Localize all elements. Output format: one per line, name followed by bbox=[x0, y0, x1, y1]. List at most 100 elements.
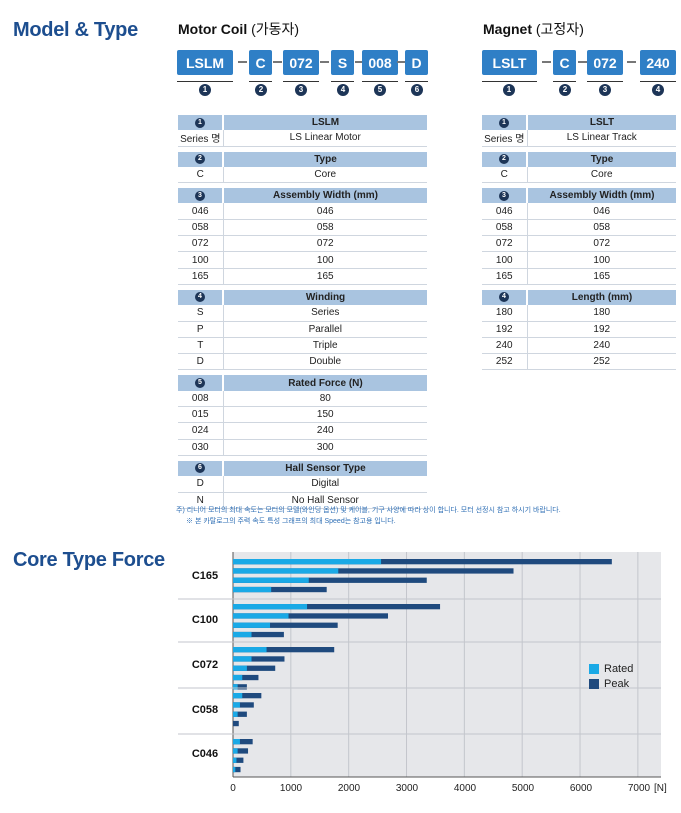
magnet-spec-table: 1 LSLT Series 명 LS Linear Track 2 Type C Core 3 A… bbox=[482, 115, 676, 371]
table-row: 008 80 bbox=[178, 390, 427, 408]
coil-header-row: 1 LSLM bbox=[178, 115, 427, 131]
code-cell: 046 bbox=[482, 203, 528, 220]
category-label-c100: C100 bbox=[191, 614, 219, 626]
code-cell: 030 bbox=[178, 439, 224, 456]
legend-peak-label: Peak bbox=[604, 677, 630, 690]
table-row: 180 180 bbox=[482, 305, 676, 322]
coil-header-row: 3 Assembly Width (mm) bbox=[178, 188, 427, 204]
rated-bar-c100 bbox=[233, 622, 271, 628]
chart-category-axis: C165 C100 C072 C058 C046 bbox=[177, 552, 233, 777]
code-cell: C bbox=[178, 166, 224, 184]
number-marker: 5 bbox=[195, 377, 205, 388]
value-cell: 072 bbox=[223, 235, 427, 253]
motor-coil-title: Motor Coil (가동자) bbox=[178, 19, 299, 39]
core-force-title: Core Type Force bbox=[13, 549, 165, 571]
code-cell: 008 bbox=[178, 390, 224, 408]
value-cell: 80 bbox=[223, 390, 427, 408]
code-underline bbox=[640, 81, 676, 82]
value-cell: 100 bbox=[527, 251, 676, 269]
rated-bar-c072 bbox=[233, 674, 243, 681]
magnet-header-row: 1 LSLT bbox=[482, 115, 676, 131]
x-tick: 1000 bbox=[279, 783, 303, 794]
code-dash bbox=[542, 61, 551, 63]
motor-coil-title-rest: (가동자) bbox=[247, 21, 300, 37]
table-row: D Digital bbox=[178, 476, 427, 493]
number-marker: 3 bbox=[499, 190, 509, 201]
code-cell: 180 bbox=[482, 305, 528, 322]
rated-bar-c046 bbox=[233, 739, 240, 745]
marker-1: 1 bbox=[199, 84, 211, 96]
magnet-header-row: 4 Length (mm) bbox=[482, 289, 676, 306]
table-row: 100 100 bbox=[482, 251, 676, 269]
peak-bar-c072 bbox=[233, 656, 285, 662]
rated-bar-c165 bbox=[233, 586, 272, 593]
code-dash bbox=[238, 61, 247, 63]
table-row: 072 072 bbox=[178, 235, 427, 253]
rated-bar-c165 bbox=[233, 577, 309, 583]
code-cell: N bbox=[178, 492, 224, 509]
value-cell: 165 bbox=[527, 268, 676, 285]
marker-cell: 2 bbox=[482, 151, 528, 167]
magnet-header-label: Assembly Width (mm) bbox=[527, 188, 676, 204]
x-axis-unit: [N] bbox=[654, 783, 667, 794]
coil-header-label: Type bbox=[223, 151, 427, 167]
magnet-header-row: 3 Assembly Width (mm) bbox=[482, 188, 676, 204]
number-marker: 3 bbox=[195, 190, 205, 201]
marker-cell: 6 bbox=[178, 460, 224, 477]
peak-bar-c165 bbox=[233, 559, 612, 565]
coil-code-type: C bbox=[249, 50, 272, 75]
value-cell: Digital bbox=[223, 476, 427, 493]
table-row: 240 240 bbox=[482, 337, 676, 355]
code-cell: 072 bbox=[482, 235, 528, 253]
number-marker: 6 bbox=[195, 463, 205, 474]
category-label-c165: C165 bbox=[191, 570, 219, 582]
magnet-code-type: C bbox=[553, 50, 576, 75]
number-marker: 2 bbox=[499, 154, 509, 165]
value-cell: 240 bbox=[527, 337, 676, 355]
x-axis-ticks: 0 1000 2000 3000 4000 5000 6000 7000 [N] bbox=[0, 783, 681, 797]
value-cell: 046 bbox=[527, 203, 676, 220]
magnet-header-row: 2 Type bbox=[482, 151, 676, 167]
coil-code-hall: D bbox=[405, 50, 428, 75]
rated-bar-c072 bbox=[233, 656, 252, 662]
value-cell: 058 bbox=[527, 219, 676, 237]
table-row: 252 252 bbox=[482, 353, 676, 371]
marker-6: 6 bbox=[411, 84, 423, 96]
x-tick: 6000 bbox=[569, 783, 593, 794]
code-cell: T bbox=[178, 337, 224, 355]
code-cell: 058 bbox=[482, 219, 528, 237]
peak-bar-c058 bbox=[233, 711, 247, 717]
peak-bar-c046 bbox=[233, 748, 249, 754]
coil-header-row: 4 Winding bbox=[178, 289, 427, 306]
x-tick: 4000 bbox=[453, 783, 477, 794]
value-cell: 165 bbox=[223, 268, 427, 285]
coil-header-label: Hall Sensor Type bbox=[223, 460, 427, 477]
peak-bar-c072 bbox=[233, 665, 276, 671]
category-label-c072: C072 bbox=[191, 659, 219, 671]
code-underline bbox=[482, 81, 537, 82]
value-cell: 150 bbox=[223, 406, 427, 424]
footnote-speed: 주) 리니어 모터의 최대 속도는 모터의 모델(와인딩 옵션) 및 케이블, … bbox=[176, 507, 561, 514]
legend-rated-swatch bbox=[589, 663, 599, 674]
table-row: 058 058 bbox=[482, 219, 676, 237]
magnet-title: Magnet (고정자) bbox=[483, 19, 584, 39]
number-marker: 1 bbox=[499, 117, 509, 128]
table-row: 058 058 bbox=[178, 219, 427, 237]
number-marker: 4 bbox=[195, 292, 205, 303]
value-cell: Core bbox=[527, 166, 676, 184]
value-cell: LS Linear Motor bbox=[223, 130, 427, 147]
number-marker: 2 bbox=[195, 154, 205, 165]
peak-bar-c165 bbox=[233, 568, 514, 574]
code-dash bbox=[355, 61, 364, 63]
number-marker: 1 bbox=[195, 117, 205, 128]
rated-bar-c100 bbox=[233, 631, 252, 638]
x-tick: 3000 bbox=[395, 783, 419, 794]
code-cell: Series 명 bbox=[178, 130, 224, 147]
marker-cell: 4 bbox=[178, 289, 224, 306]
peak-bar-c072 bbox=[233, 647, 335, 653]
marker-cell: 4 bbox=[482, 289, 528, 306]
code-cell: 015 bbox=[178, 406, 224, 424]
table-row: 024 240 bbox=[178, 422, 427, 440]
code-cell: 100 bbox=[482, 251, 528, 269]
value-cell: 046 bbox=[223, 203, 427, 220]
